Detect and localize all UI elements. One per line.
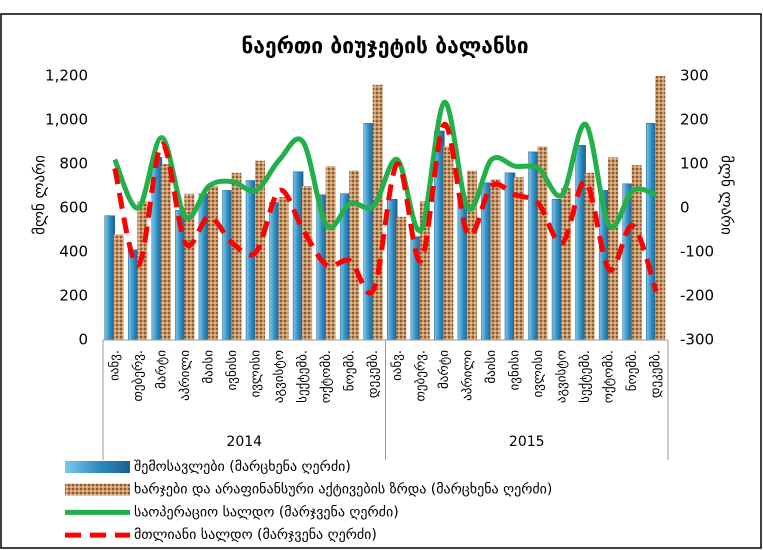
bar (292, 171, 304, 341)
line (112, 99, 658, 233)
y2-tick-label: 200 (680, 111, 709, 129)
x-tick-label: ივლისი (249, 350, 264, 398)
bar (113, 234, 124, 340)
legend-label: შემოსავლები (მარცხენა ღერძი) (134, 458, 351, 475)
x-tick-label: მაისი (484, 350, 499, 384)
x-tick-label: ოქტომბ. (602, 350, 617, 403)
x-tick-label: დეკემბ. (649, 350, 664, 398)
x-tick-label: ნოემბ. (343, 350, 358, 391)
x-tick-label: თებერვ. (131, 350, 146, 402)
bar (222, 190, 233, 341)
bar (504, 172, 516, 341)
x-tick-label: ივნისი (225, 350, 240, 391)
bar (137, 201, 148, 340)
bar (608, 157, 619, 340)
x-tick-label: მარტი (437, 350, 452, 389)
y-tick-label: 1,000 (45, 111, 88, 129)
bar (551, 198, 563, 341)
y2-tick-label: 0 (680, 199, 690, 217)
x-tick-label: აგვისტო (555, 350, 570, 403)
bar (419, 201, 430, 340)
x-tick-label: ივლისი (531, 350, 546, 398)
group-label: 2015 (509, 434, 545, 450)
y2-tick-label: 300 (680, 67, 709, 85)
x-tick-label: იანვ. (107, 350, 122, 381)
bar (575, 145, 586, 341)
bar (561, 188, 572, 340)
y-tick-label: 0 (78, 331, 88, 349)
bar (269, 202, 280, 341)
bar (584, 172, 595, 340)
bar (537, 146, 548, 340)
group-label: 2014 (226, 434, 262, 450)
bar (631, 165, 642, 340)
bar (490, 179, 501, 340)
bar (513, 177, 524, 340)
bar (104, 215, 116, 341)
bar (528, 151, 539, 341)
chart-frame (0, 13, 762, 549)
y2-tick-label: -300 (680, 331, 714, 349)
bar (302, 186, 313, 340)
bar (231, 172, 242, 340)
y2-tick-label: 100 (680, 155, 709, 173)
x-tick-label: თებერვ. (413, 350, 428, 402)
legend-swatch (65, 483, 130, 496)
x-tick-label: ივნისი (507, 350, 522, 391)
legend-swatch (65, 461, 130, 473)
bar (184, 193, 195, 340)
bar (245, 180, 257, 341)
x-tick-label: აპრილი (460, 350, 475, 401)
y2-tick-label: -100 (680, 243, 714, 261)
legend-label: მთლიანი სალდო (მარჯვენა ღერძი) (134, 526, 377, 543)
bar (325, 166, 336, 340)
x-tick-label: დეკემბ. (366, 350, 381, 398)
bar (128, 249, 139, 341)
bar (363, 123, 374, 341)
bar (645, 123, 657, 341)
bar (278, 197, 289, 340)
y-axis-title: მლნ ლარი (31, 155, 49, 235)
y2-tick-label: -200 (680, 287, 714, 305)
x-tick-label: აგვისტო (272, 350, 287, 403)
x-tick-label: სექტემბ. (296, 350, 311, 403)
x-tick-label: ნოემბ. (625, 350, 640, 391)
chart-title: ნაერთი ბიუჯეტის ბალანსი (241, 34, 528, 58)
legend-label: ხარჯები და არაფინანსური აქტივების ზრდა (… (134, 481, 552, 498)
y-tick-label: 600 (59, 199, 88, 217)
bar (655, 76, 666, 340)
x-tick-label: მარტი (154, 350, 169, 389)
bar (160, 164, 171, 340)
bar (466, 170, 477, 340)
x-tick-label: აპრილი (178, 350, 193, 401)
y-tick-label: 1,200 (45, 67, 88, 85)
x-tick-label: ოქტომბ. (319, 350, 334, 403)
legend-label: საოპერაციო სალდო (მარჯვენა ღერძი) (134, 503, 399, 520)
bar (457, 196, 469, 341)
x-tick-label: სექტემბ. (578, 350, 593, 403)
bar (207, 186, 218, 340)
y2-axis-title: მლნ ლარი (718, 155, 736, 235)
bar (443, 146, 454, 340)
bar (396, 216, 407, 340)
bar (349, 170, 360, 340)
bar (387, 198, 398, 341)
y-tick-label: 800 (59, 155, 88, 173)
bar (198, 193, 210, 341)
x-tick-label: მაისი (201, 350, 216, 384)
y-tick-label: 400 (59, 243, 88, 261)
x-tick-label: იანვ. (390, 350, 405, 381)
bar (372, 84, 383, 340)
y-tick-label: 200 (59, 287, 88, 305)
